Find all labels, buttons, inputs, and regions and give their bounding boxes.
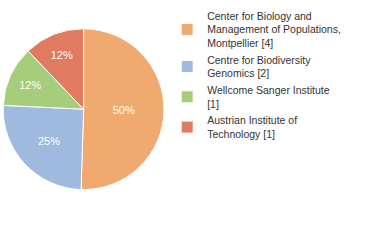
svg-text:Austrian Institute ofTechnolog: Austrian Institute ofTechnology [1]	[207, 114, 297, 140]
svg-text:Wellcome Sanger Institute[1]: Wellcome Sanger Institute[1]	[207, 84, 330, 110]
svg-text:50%: 50%	[113, 104, 135, 116]
svg-text:25%: 25%	[38, 135, 60, 147]
svg-text:Centre for BiodiversityGenomic: Centre for BiodiversityGenomics [2]	[207, 54, 311, 80]
svg-text:12%: 12%	[19, 79, 41, 91]
svg-text:12%: 12%	[51, 49, 73, 61]
svg-text:Center for Biology andManageme: Center for Biology andManagement of Popu…	[207, 10, 341, 49]
